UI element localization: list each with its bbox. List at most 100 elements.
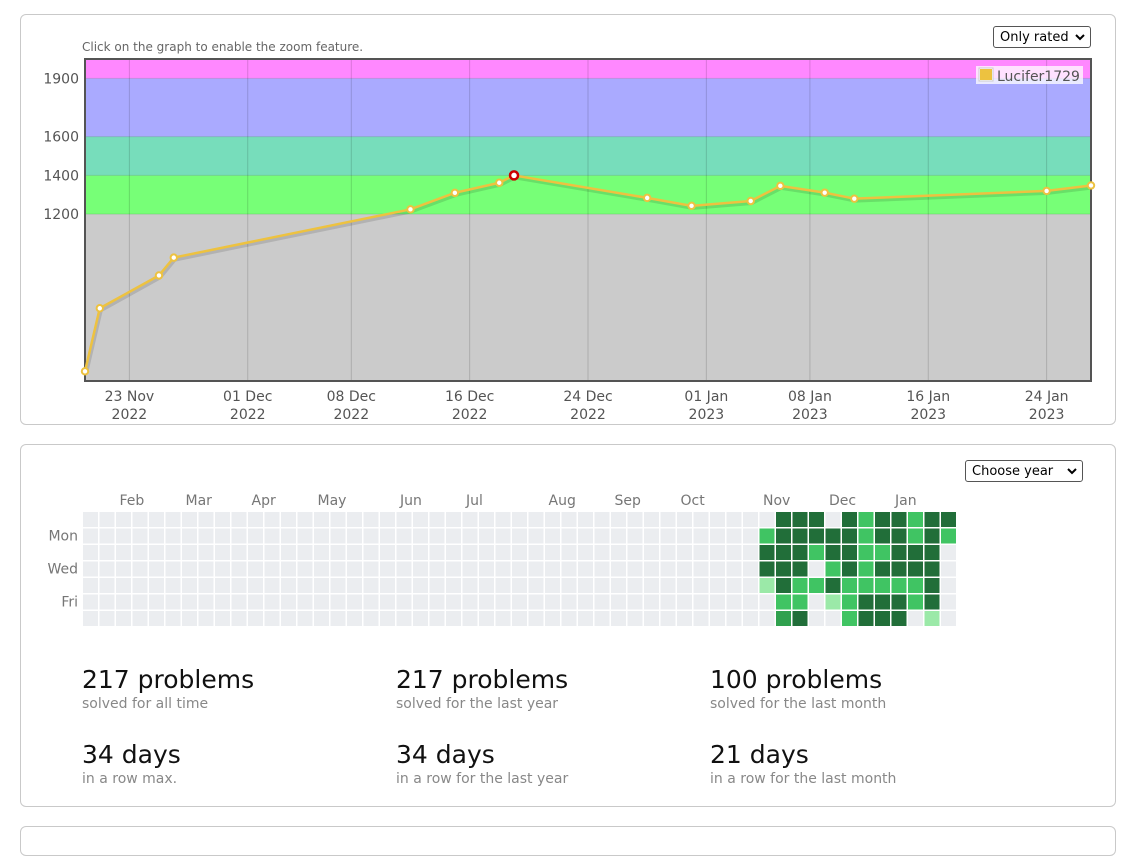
activity-day-cell[interactable] (726, 528, 742, 544)
activity-day-cell[interactable] (627, 578, 643, 593)
activity-day-cell[interactable] (363, 545, 379, 560)
activity-day-cell[interactable] (611, 545, 626, 560)
activity-day-cell[interactable] (627, 512, 643, 527)
activity-day-cell[interactable] (149, 545, 164, 560)
activity-day-cell[interactable] (231, 561, 247, 577)
activity-day-cell[interactable] (132, 594, 148, 610)
activity-day-cell[interactable] (611, 512, 626, 527)
activity-day-cell[interactable] (363, 512, 379, 527)
activity-day-cell[interactable] (149, 594, 164, 610)
activity-day-cell[interactable] (380, 611, 395, 626)
activity-day-cell[interactable] (743, 578, 758, 593)
activity-day-cell[interactable] (941, 594, 956, 610)
activity-day-cell[interactable] (825, 611, 841, 626)
activity-day-cell[interactable] (495, 528, 511, 544)
activity-day-cell[interactable] (792, 594, 808, 610)
activity-day-cell[interactable] (941, 561, 956, 577)
activity-day-cell[interactable] (512, 545, 527, 560)
activity-day-cell[interactable] (578, 545, 593, 560)
activity-day-cell[interactable] (776, 512, 791, 527)
activity-day-cell[interactable] (116, 594, 131, 610)
activity-day-cell[interactable] (908, 594, 923, 610)
activity-day-cell[interactable] (941, 611, 956, 626)
activity-day-cell[interactable] (396, 594, 412, 610)
activity-day-cell[interactable] (297, 528, 313, 544)
activity-day-cell[interactable] (875, 611, 890, 626)
activity-day-cell[interactable] (561, 594, 577, 610)
activity-day-cell[interactable] (891, 578, 907, 593)
activity-day-cell[interactable] (215, 578, 230, 593)
activity-day-cell[interactable] (231, 528, 247, 544)
activity-day-cell[interactable] (660, 561, 676, 577)
activity-day-cell[interactable] (149, 578, 164, 593)
activity-day-cell[interactable] (561, 545, 577, 560)
activity-day-cell[interactable] (726, 545, 742, 560)
activity-day-cell[interactable] (297, 561, 313, 577)
activity-day-cell[interactable] (264, 512, 280, 527)
series-point[interactable] (687, 201, 696, 211)
activity-day-cell[interactable] (891, 561, 907, 577)
activity-day-cell[interactable] (479, 512, 494, 527)
activity-day-cell[interactable] (660, 512, 676, 527)
series-point[interactable] (1042, 186, 1051, 196)
activity-day-cell[interactable] (182, 578, 197, 593)
activity-day-cell[interactable] (578, 611, 593, 626)
activity-day-cell[interactable] (858, 512, 874, 527)
series-point[interactable] (450, 188, 460, 198)
activity-day-cell[interactable] (149, 561, 164, 577)
activity-day-cell[interactable] (495, 594, 511, 610)
activity-day-cell[interactable] (198, 512, 214, 527)
activity-day-cell[interactable] (165, 545, 181, 560)
activity-day-cell[interactable] (545, 528, 560, 544)
activity-day-cell[interactable] (446, 545, 461, 560)
activity-day-cell[interactable] (314, 611, 329, 626)
activity-day-cell[interactable] (776, 545, 791, 560)
activity-day-cell[interactable] (528, 611, 544, 626)
activity-day-cell[interactable] (660, 578, 676, 593)
activity-day-cell[interactable] (446, 561, 461, 577)
activity-day-cell[interactable] (330, 545, 346, 560)
activity-day-cell[interactable] (116, 512, 131, 527)
activity-day-cell[interactable] (396, 512, 412, 527)
series-point[interactable] (850, 194, 859, 203)
activity-day-cell[interactable] (776, 561, 791, 577)
activity-day-cell[interactable] (165, 578, 181, 593)
activity-day-cell[interactable] (858, 545, 874, 560)
activity-day-cell[interactable] (924, 611, 940, 626)
activity-day-cell[interactable] (545, 611, 560, 626)
activity-day-cell[interactable] (908, 611, 923, 626)
activity-day-cell[interactable] (941, 545, 956, 560)
activity-day-cell[interactable] (858, 561, 874, 577)
activity-day-cell[interactable] (165, 512, 181, 527)
activity-day-cell[interactable] (842, 578, 857, 593)
activity-day-cell[interactable] (627, 611, 643, 626)
activity-day-cell[interactable] (429, 528, 445, 544)
activity-day-cell[interactable] (545, 578, 560, 593)
activity-day-cell[interactable] (858, 578, 874, 593)
activity-day-cell[interactable] (693, 545, 709, 560)
activity-day-cell[interactable] (446, 528, 461, 544)
activity-day-cell[interactable] (396, 561, 412, 577)
activity-day-cell[interactable] (413, 512, 428, 527)
activity-day-cell[interactable] (875, 561, 890, 577)
activity-day-cell[interactable] (149, 611, 164, 626)
activity-day-cell[interactable] (248, 512, 263, 527)
activity-day-cell[interactable] (396, 545, 412, 560)
activity-day-cell[interactable] (182, 512, 197, 527)
activity-day-cell[interactable] (231, 512, 247, 527)
activity-day-cell[interactable] (594, 528, 610, 544)
activity-day-cell[interactable] (281, 528, 296, 544)
activity-day-cell[interactable] (759, 528, 775, 544)
activity-day-cell[interactable] (512, 512, 527, 527)
activity-day-cell[interactable] (710, 545, 725, 560)
activity-day-cell[interactable] (479, 594, 494, 610)
activity-day-cell[interactable] (842, 545, 857, 560)
activity-day-cell[interactable] (825, 528, 841, 544)
activity-day-cell[interactable] (132, 578, 148, 593)
activity-day-cell[interactable] (842, 611, 857, 626)
activity-day-cell[interactable] (99, 561, 115, 577)
activity-day-cell[interactable] (330, 611, 346, 626)
activity-day-cell[interactable] (248, 594, 263, 610)
activity-day-cell[interactable] (644, 578, 659, 593)
activity-day-cell[interactable] (594, 578, 610, 593)
